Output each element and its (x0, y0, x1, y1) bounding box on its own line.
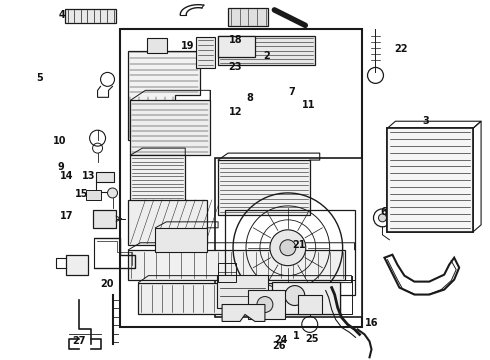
Text: 26: 26 (272, 341, 286, 351)
Text: 1: 1 (293, 331, 299, 341)
Bar (272, 282, 340, 315)
Polygon shape (128, 50, 200, 140)
Text: 23: 23 (228, 62, 242, 72)
Text: 24: 24 (274, 334, 287, 345)
Bar (93, 210, 116, 228)
Polygon shape (222, 305, 265, 321)
Text: 21: 21 (292, 239, 305, 249)
Text: 27: 27 (73, 336, 86, 346)
Bar (128, 200, 207, 245)
Text: 9: 9 (57, 162, 64, 172)
Bar (130, 155, 185, 205)
Bar (218, 263, 236, 282)
Bar (217, 275, 268, 307)
Bar (147, 37, 167, 54)
Text: 20: 20 (100, 279, 114, 289)
Text: 17: 17 (60, 211, 74, 221)
Text: 14: 14 (60, 171, 74, 181)
Bar (218, 36, 255, 58)
Bar (65, 9, 116, 23)
Bar (155, 228, 207, 252)
Bar (218, 36, 315, 66)
Bar (228, 8, 268, 26)
Text: 18: 18 (229, 35, 243, 45)
Bar (96, 172, 114, 182)
Text: 11: 11 (302, 100, 315, 110)
Circle shape (285, 285, 305, 306)
Text: 10: 10 (53, 136, 66, 145)
Text: 5: 5 (37, 73, 44, 83)
Bar (130, 100, 210, 155)
Circle shape (257, 297, 273, 312)
Text: 22: 22 (394, 44, 408, 54)
Text: 8: 8 (246, 93, 253, 103)
Text: 13: 13 (82, 171, 96, 181)
Bar (218, 160, 310, 215)
Bar (298, 294, 322, 315)
Bar (388, 128, 473, 232)
Circle shape (280, 240, 296, 256)
Circle shape (270, 230, 306, 266)
Bar (138, 283, 340, 315)
Text: 12: 12 (228, 107, 242, 117)
Text: 4: 4 (59, 10, 65, 20)
Text: 6: 6 (381, 207, 388, 217)
Bar (121, 28, 362, 328)
Text: 19: 19 (181, 41, 194, 50)
Text: 7: 7 (288, 87, 295, 97)
Text: 16: 16 (365, 319, 379, 328)
Bar (66, 255, 88, 275)
Bar (215, 158, 362, 318)
Bar (248, 289, 285, 319)
Text: 15: 15 (75, 189, 88, 199)
Text: 25: 25 (306, 333, 319, 343)
Circle shape (107, 188, 118, 198)
Text: 2: 2 (264, 51, 270, 61)
Bar (86, 190, 100, 200)
Bar (196, 37, 215, 68)
Circle shape (378, 214, 387, 222)
Text: 3: 3 (422, 116, 429, 126)
Bar (225, 210, 355, 294)
Bar (388, 128, 473, 232)
Bar (128, 250, 344, 280)
